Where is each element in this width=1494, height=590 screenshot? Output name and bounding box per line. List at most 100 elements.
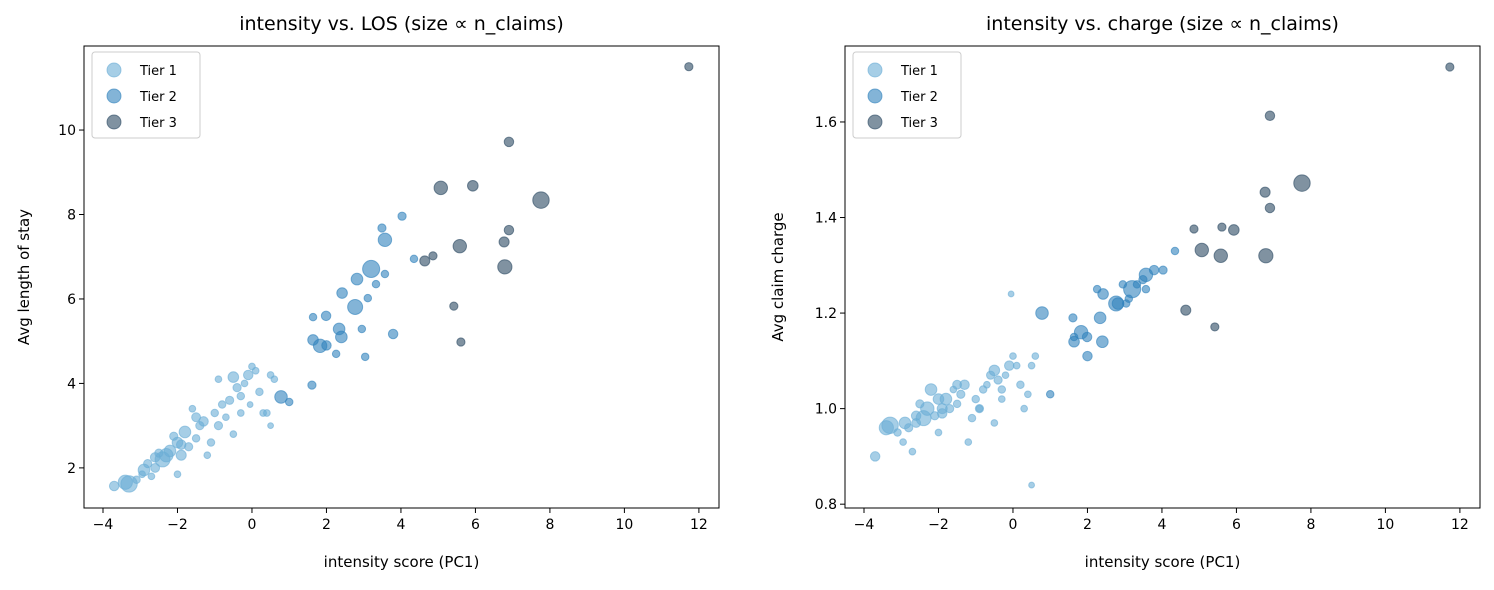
point-tier-1 [930, 411, 940, 421]
point-tier-3 [1189, 224, 1199, 234]
x-tick-label: −2 [928, 517, 949, 533]
point-tier-2 [320, 310, 332, 322]
point-tier-1 [270, 375, 279, 384]
point-tier-2 [321, 340, 332, 351]
point-tier-1 [154, 448, 164, 458]
chart-2: −4 −2 0 2 4 6 8 10 12 0.8 1.0 1.2 1.4 1.6 intensity vs… [769, 13, 1481, 571]
point-tier-2 [377, 232, 393, 248]
point-tier-2 [307, 380, 317, 390]
legend-label: Tier 2 [900, 90, 938, 105]
point-tier-1 [132, 475, 141, 484]
point-tier-1 [246, 401, 254, 408]
legend-label: Tier 1 [900, 64, 938, 79]
point-tier-1 [936, 403, 948, 415]
point-tier-1 [214, 375, 223, 384]
legend: Tier 1 Tier 2 Tier 3 [852, 51, 962, 139]
point-tier-2 [274, 390, 288, 404]
legend-marker-tier-2 [106, 88, 122, 104]
point-tier-2 [1170, 246, 1180, 256]
legend-label: Tier 1 [139, 64, 177, 79]
x-tick-label: 6 [471, 517, 480, 533]
y-tick-label: 6 [67, 292, 76, 308]
axes-frame [83, 45, 720, 509]
y-tick-label: 8 [67, 207, 76, 223]
point-tier-3 [503, 224, 515, 236]
point-tier-2 [409, 254, 419, 264]
point-tier-1 [908, 447, 917, 456]
point-tier-3 [503, 136, 515, 148]
point-tier-1 [184, 442, 194, 452]
point-tier-3 [419, 255, 431, 267]
point-tier-1 [988, 364, 1001, 377]
point-tier-1 [227, 371, 240, 383]
legend: Tier 1 Tier 2 Tier 3 [91, 51, 201, 139]
x-tick-label: 8 [1306, 517, 1315, 533]
point-tier-1 [975, 404, 984, 413]
point-tier-3 [428, 251, 438, 261]
chart-1: −4 −2 0 2 4 6 8 10 12 2 4 6 8 10 intensity vs. LOS (si… [15, 13, 720, 571]
point-tier-1 [163, 444, 177, 458]
point-tier-2 [1158, 265, 1168, 275]
point-tier-2 [308, 312, 318, 322]
x-axis-label: intensity score (PC1) [324, 553, 480, 571]
chart-title: intensity vs. charge (size ∝ n_claims) [986, 13, 1339, 35]
point-tier-2 [380, 269, 390, 279]
point-tier-1 [203, 451, 212, 460]
legend-label: Tier 3 [139, 116, 177, 131]
point-tier-1 [983, 380, 991, 389]
x-tick-label: 0 [1009, 517, 1018, 533]
point-tier-3 [532, 191, 550, 209]
y-tick-label: 10 [58, 123, 76, 139]
legend-marker-tier-3 [106, 114, 122, 130]
point-tier-1 [229, 430, 238, 438]
point-tier-2 [347, 298, 364, 315]
point-tier-1 [236, 409, 245, 417]
point-tier-2 [1082, 350, 1093, 362]
point-tier-1 [956, 389, 966, 399]
point-tier-3 [684, 62, 694, 72]
point-tier-1 [1020, 404, 1028, 413]
point-tier-2 [1118, 280, 1128, 289]
point-tier-3 [1259, 186, 1271, 198]
point-tier-2 [1073, 324, 1089, 340]
point-tier-1 [971, 394, 980, 404]
y-axis-label: Avg claim charge [769, 212, 787, 341]
point-tier-3 [433, 180, 448, 196]
point-tier-1 [1004, 360, 1015, 371]
point-tier-1 [242, 369, 254, 381]
point-tier-3 [449, 301, 459, 311]
point-tier-3 [1210, 322, 1220, 332]
point-tier-1 [213, 421, 224, 431]
point-tier-1 [997, 395, 1006, 403]
point-tier-1 [173, 470, 182, 479]
point-tier-3 [1213, 248, 1228, 263]
point-tier-2 [331, 349, 341, 359]
point-tier-3 [1264, 110, 1276, 121]
point-tier-1 [1007, 290, 1015, 298]
point-tier-3 [1194, 242, 1209, 258]
point-tier-2 [336, 287, 348, 299]
axes-frame [844, 45, 1481, 509]
point-tier-1 [1016, 380, 1025, 389]
point-tier-1 [1031, 352, 1040, 360]
point-tier-1 [143, 459, 153, 469]
x-tick-label: 12 [690, 517, 708, 533]
point-tier-1 [188, 404, 197, 413]
y-tick-label: 1.4 [815, 211, 837, 227]
point-tier-2 [350, 272, 364, 286]
point-tier-1 [997, 385, 1007, 394]
point-tier-1 [924, 383, 938, 396]
point-tier-3 [467, 179, 479, 192]
point-tier-1 [911, 418, 922, 428]
point-tier-1 [952, 399, 962, 409]
y-tick-label: 1.0 [815, 402, 837, 418]
y-tick-label: 1.6 [815, 115, 837, 131]
point-tier-1 [232, 383, 242, 393]
legend-label: Tier 2 [139, 90, 177, 105]
point-tier-1 [138, 470, 146, 479]
point-tier-2 [1141, 284, 1151, 294]
point-tier-1 [267, 422, 274, 430]
points [869, 62, 1455, 489]
legend-label: Tier 3 [900, 116, 938, 131]
